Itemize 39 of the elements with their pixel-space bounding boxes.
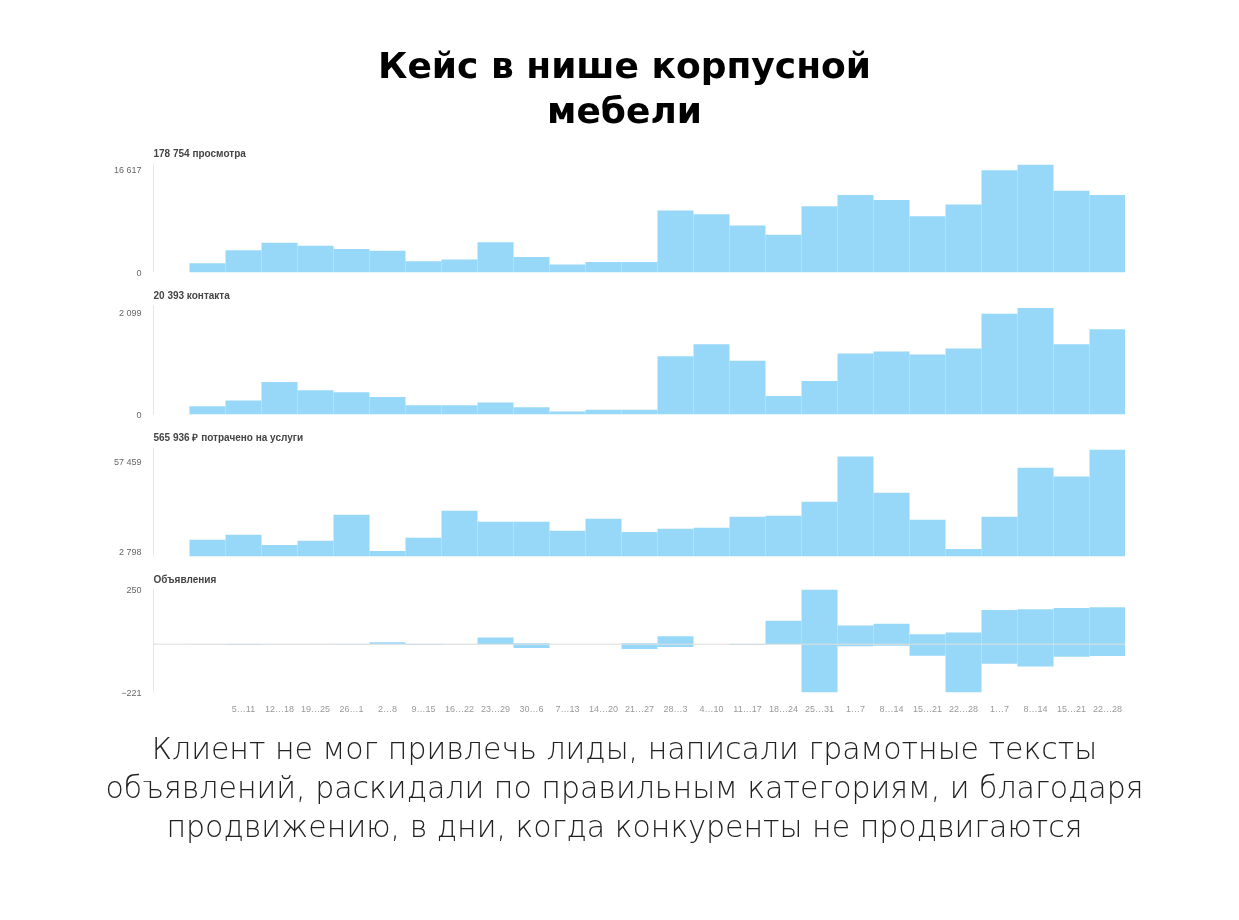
x-tick-label: 18…24 bbox=[768, 703, 799, 714]
chart-subtitle: 20 393 контакта bbox=[153, 289, 231, 301]
x-tick-label: 2…8 bbox=[377, 703, 398, 714]
x-tick-label: 30…6 bbox=[519, 703, 544, 714]
x-tick-label: 26…1 bbox=[339, 703, 364, 714]
x-tick-label: 28…3 bbox=[663, 703, 688, 714]
x-tick-label: 25…31 bbox=[804, 703, 835, 714]
x-tick-label: 23…29 bbox=[480, 703, 511, 714]
y-tick-label: 250 bbox=[126, 584, 142, 595]
chart-subtitle: Объявления bbox=[153, 573, 217, 585]
y-tick-label: 0 bbox=[136, 267, 142, 278]
y-tick-label: 57 459 bbox=[113, 456, 142, 467]
x-tick-label: 8…14 bbox=[1023, 703, 1048, 714]
x-tick-label: 15…21 bbox=[912, 703, 943, 714]
x-tick-label: 16…22 bbox=[444, 703, 475, 714]
x-tick-label: 14…20 bbox=[588, 703, 619, 714]
text: Клиент не мог привлечь лиды, написали грамотные тексты объявлений, раскидали по правильным категориям, и благодаря продвижению, в дни, когда конкуренты не продвигаются bbox=[105, 730, 1144, 846]
x-tick-label: 22…28 bbox=[1092, 703, 1123, 714]
chart-title: Кейс в нише корпусной мебели bbox=[377, 44, 872, 133]
x-tick-label: 19…25 bbox=[300, 703, 331, 714]
x-tick-label: 1…7 bbox=[845, 703, 866, 714]
y-tick-label: 2 798 bbox=[118, 546, 142, 557]
x-tick-label: 1…7 bbox=[989, 703, 1010, 714]
x-tick-label: 7…13 bbox=[555, 703, 580, 714]
x-tick-label: 21…27 bbox=[624, 703, 655, 714]
chart-subtitle: 178 754 просмотра bbox=[153, 147, 247, 159]
y-tick-label: 16 617 bbox=[113, 164, 142, 175]
x-tick-label: 12…18 bbox=[264, 703, 295, 714]
x-tick-label: 9…15 bbox=[411, 703, 436, 714]
x-tick-label: 5…11 bbox=[231, 703, 256, 714]
y-tick-label: 2 099 bbox=[118, 307, 142, 318]
x-tick-label: 15…21 bbox=[1056, 703, 1087, 714]
y-tick-label: 0 bbox=[136, 409, 142, 420]
x-tick-label: 22…28 bbox=[948, 703, 979, 714]
chart-subtitle: 565 936 ₽ потрачено на услуги bbox=[153, 431, 304, 443]
x-tick-label: 4…10 bbox=[699, 703, 724, 714]
x-tick-label: 11…17 bbox=[733, 703, 762, 714]
x-tick-label: 8…14 bbox=[879, 703, 904, 714]
y-tick-label: −221 bbox=[121, 687, 142, 698]
